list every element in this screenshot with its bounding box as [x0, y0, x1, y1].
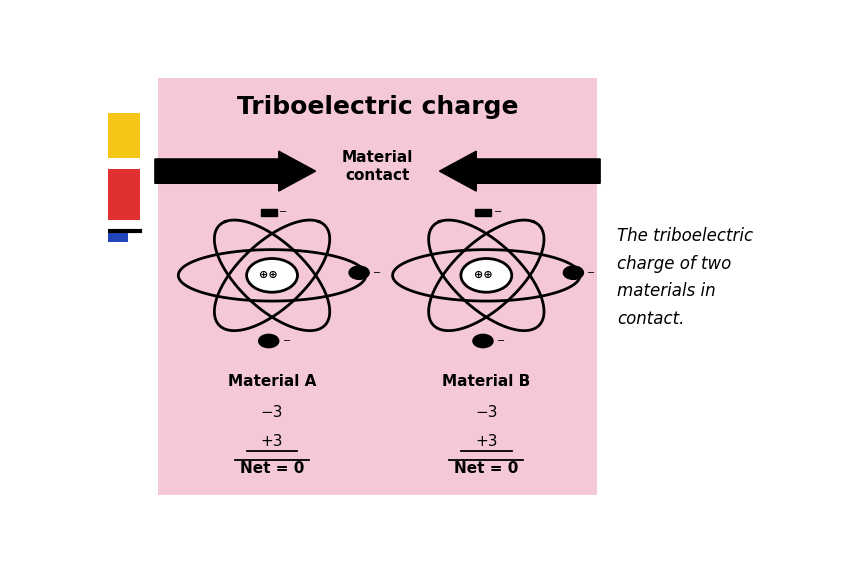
- Text: −: −: [283, 336, 291, 346]
- Text: −: −: [588, 268, 595, 278]
- Text: The triboelectric
charge of two
materials in
contact.: The triboelectric charge of two material…: [617, 227, 753, 328]
- Text: −: −: [493, 207, 502, 217]
- Text: +3: +3: [261, 434, 283, 449]
- Circle shape: [246, 259, 297, 292]
- FancyArrow shape: [155, 151, 315, 191]
- Circle shape: [349, 266, 369, 279]
- Text: −: −: [373, 268, 381, 278]
- Circle shape: [461, 259, 511, 292]
- FancyBboxPatch shape: [475, 209, 491, 216]
- FancyBboxPatch shape: [158, 78, 597, 495]
- Text: Material A: Material A: [228, 374, 316, 389]
- Text: Triboelectric charge: Triboelectric charge: [237, 95, 518, 119]
- FancyBboxPatch shape: [108, 232, 128, 242]
- Text: −: −: [497, 336, 505, 346]
- FancyBboxPatch shape: [108, 113, 140, 158]
- Text: ⊕⊕: ⊕⊕: [473, 270, 492, 281]
- Text: −: −: [279, 207, 288, 217]
- Text: Net = 0: Net = 0: [454, 461, 518, 476]
- Circle shape: [563, 266, 583, 279]
- Text: ⊕⊕: ⊕⊕: [259, 270, 278, 281]
- Circle shape: [258, 334, 279, 348]
- Text: Material B: Material B: [442, 374, 530, 389]
- FancyArrow shape: [440, 151, 600, 191]
- FancyBboxPatch shape: [108, 169, 140, 220]
- Circle shape: [473, 334, 493, 348]
- Text: Net = 0: Net = 0: [240, 461, 304, 476]
- Text: −3: −3: [475, 406, 498, 420]
- Text: Material
contact: Material contact: [342, 150, 413, 183]
- Text: −3: −3: [261, 406, 283, 420]
- Text: +3: +3: [475, 434, 498, 449]
- FancyBboxPatch shape: [261, 209, 276, 216]
